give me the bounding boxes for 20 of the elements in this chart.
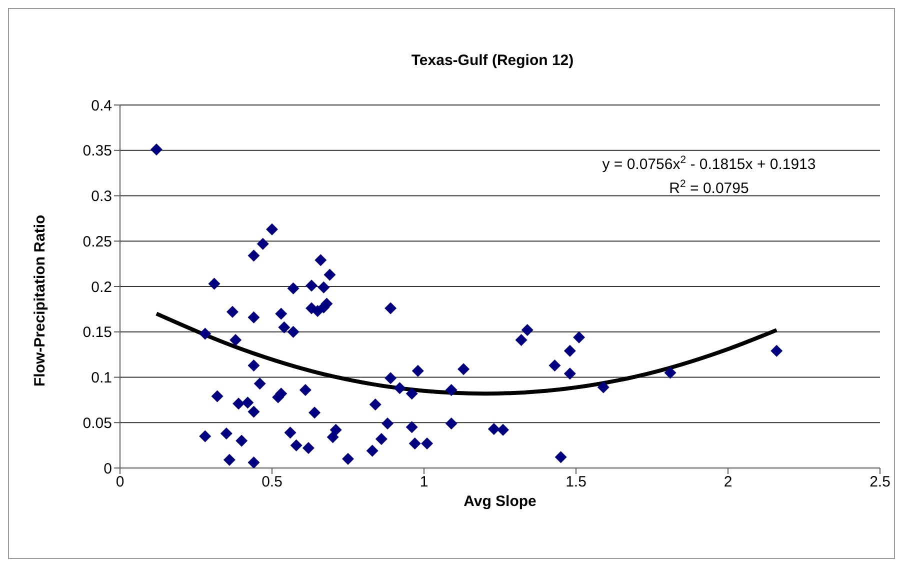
x-tick-label: 1 (420, 474, 428, 491)
annotation: y = 0.0756x$^{2}$ - 0.1815x + 0.1913 (602, 154, 816, 173)
x-axis-title: Avg Slope (464, 493, 536, 510)
y-tick-label: 0.25 (82, 233, 112, 250)
y-tick-label: 0 (104, 460, 112, 478)
x-tick-label: 0.5 (262, 474, 282, 491)
x-tick-label: 2 (724, 474, 732, 491)
x-tick-label: 1.5 (566, 474, 586, 491)
y-tick-label: 0.05 (82, 414, 112, 432)
y-tick-label: 0.4 (91, 97, 112, 114)
chart-title: Texas-Gulf (Region 12) (411, 52, 574, 69)
y-tick-label: 0.3 (91, 188, 112, 206)
x-tick-label: 2.5 (870, 474, 890, 491)
y-tick-label: 0.15 (82, 324, 112, 342)
y-axis-title: Flow-Precipitation Ratio (31, 214, 48, 386)
y-tick-label: 0.2 (91, 278, 112, 296)
x-tick-label: 0 (116, 474, 124, 491)
y-tick-label: 0.35 (82, 142, 112, 160)
annotation: R$^{2}$ = 0.0795 (669, 178, 749, 197)
y-tick-label: 0.1 (91, 370, 112, 387)
